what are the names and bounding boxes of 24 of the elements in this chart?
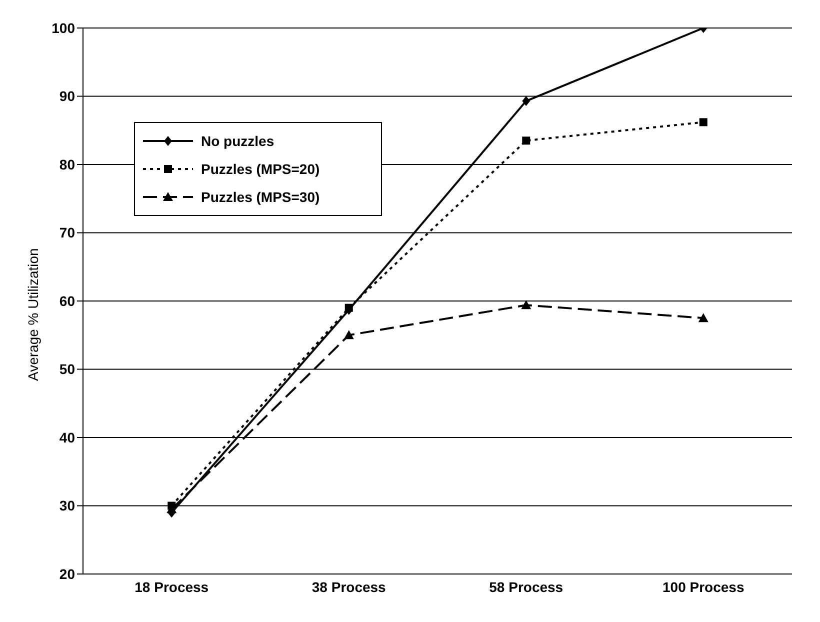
legend-label: No puzzles [201, 133, 274, 149]
point [521, 300, 532, 310]
point [699, 118, 708, 126]
point [698, 313, 708, 322]
y-tick-label: 100 [52, 20, 76, 36]
y-tick-label: 80 [59, 156, 76, 172]
point [522, 136, 530, 145]
legend-label: Puzzles (MPS=20) [201, 161, 320, 177]
y-tick-label: 60 [59, 292, 76, 309]
y-tick-label: 40 [59, 429, 76, 446]
y-tick-label: 50 [59, 361, 76, 378]
point [344, 304, 353, 312]
x-tick-label: 100 Process [662, 578, 744, 595]
x-tick-label: 58 Process [489, 578, 564, 595]
point [522, 96, 530, 106]
point [344, 330, 354, 340]
y-axis-title: Average % Utilization [24, 248, 41, 381]
x-tick-label: 18 Process [134, 578, 209, 595]
y-tick-label: 30 [59, 498, 76, 514]
legend-label: Puzzles (MPS=30) [201, 189, 320, 205]
y-tick-label: 90 [59, 88, 76, 104]
x-tick-label: 38 Process [312, 578, 386, 595]
y-tick-label: 20 [59, 566, 76, 582]
y-tick-label: 70 [59, 224, 76, 241]
